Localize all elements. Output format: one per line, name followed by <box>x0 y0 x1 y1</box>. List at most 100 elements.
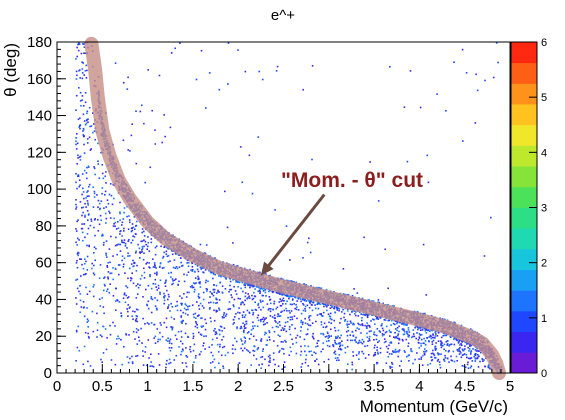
data-point <box>99 264 102 266</box>
data-point <box>351 310 353 313</box>
data-point <box>244 340 247 342</box>
data-point <box>86 118 88 121</box>
data-point <box>210 320 212 323</box>
data-point <box>317 340 320 342</box>
data-point <box>418 337 421 339</box>
data-point <box>216 343 219 346</box>
data-point <box>339 337 341 339</box>
data-point <box>434 349 437 351</box>
data-point <box>411 350 413 353</box>
data-point <box>82 307 85 309</box>
data-point <box>329 315 332 318</box>
data-point <box>150 241 153 244</box>
data-point <box>470 365 473 367</box>
data-point <box>169 361 172 364</box>
data-point <box>278 321 281 323</box>
data-point <box>304 298 306 300</box>
data-point <box>187 336 190 338</box>
data-point <box>283 294 285 296</box>
data-point <box>332 344 335 347</box>
data-point <box>367 340 369 342</box>
data-point <box>198 293 200 295</box>
data-point <box>453 338 455 341</box>
data-point <box>180 315 183 317</box>
data-point <box>317 363 320 366</box>
data-point <box>125 332 127 335</box>
data-point <box>185 304 188 307</box>
data-point <box>284 366 286 368</box>
data-point <box>259 288 261 290</box>
data-point <box>365 313 367 315</box>
data-point <box>334 357 337 359</box>
data-point <box>163 296 165 299</box>
data-point <box>275 291 278 294</box>
data-point <box>306 304 309 307</box>
data-point <box>358 328 360 330</box>
data-point <box>172 280 174 282</box>
data-point <box>275 325 278 328</box>
data-point <box>218 362 220 364</box>
data-point <box>136 220 138 223</box>
data-point <box>93 130 96 132</box>
data-point <box>188 261 190 264</box>
data-point <box>170 347 173 349</box>
data-point <box>308 237 310 240</box>
data-point <box>163 295 165 298</box>
data-point <box>305 333 308 336</box>
data-point <box>407 345 409 347</box>
data-point <box>488 364 490 366</box>
data-point <box>147 307 150 310</box>
data-point <box>259 299 262 302</box>
data-point <box>288 354 291 356</box>
data-point <box>83 120 86 122</box>
data-point <box>217 289 219 292</box>
data-point <box>448 361 450 363</box>
data-point <box>118 337 120 340</box>
data-point <box>236 326 238 328</box>
data-point <box>82 363 85 366</box>
data-point <box>75 360 77 362</box>
data-point <box>176 300 178 303</box>
data-point <box>86 255 89 258</box>
data-point <box>445 334 447 337</box>
data-point <box>281 293 283 296</box>
data-point <box>78 156 81 158</box>
data-point <box>176 338 178 340</box>
data-point <box>255 339 258 341</box>
data-point <box>98 223 101 226</box>
data-point <box>307 345 310 348</box>
data-point <box>87 204 89 206</box>
data-point <box>121 255 124 257</box>
data-point <box>179 309 182 312</box>
data-point <box>88 290 91 293</box>
data-point <box>173 318 175 320</box>
data-point <box>109 217 112 219</box>
data-point <box>150 287 153 290</box>
data-point <box>402 322 405 325</box>
data-point <box>225 315 227 317</box>
data-point <box>159 331 161 334</box>
data-point <box>392 351 395 353</box>
data-point <box>358 341 360 344</box>
data-point <box>198 331 200 334</box>
data-point <box>310 350 312 353</box>
data-point <box>389 367 392 369</box>
data-point <box>269 338 271 341</box>
data-point <box>394 336 396 339</box>
data-point <box>358 351 360 353</box>
data-point <box>397 342 400 345</box>
data-point <box>175 253 177 255</box>
data-point <box>206 288 208 291</box>
data-point <box>423 350 425 353</box>
data-point <box>121 241 123 243</box>
data-point <box>82 127 85 130</box>
data-point <box>93 192 96 195</box>
data-point <box>379 351 382 354</box>
data-point <box>304 345 306 347</box>
data-point <box>262 300 264 302</box>
data-point <box>150 311 153 314</box>
data-point <box>328 340 330 342</box>
data-point <box>83 223 86 225</box>
data-point <box>112 295 115 297</box>
data-point <box>366 314 369 316</box>
